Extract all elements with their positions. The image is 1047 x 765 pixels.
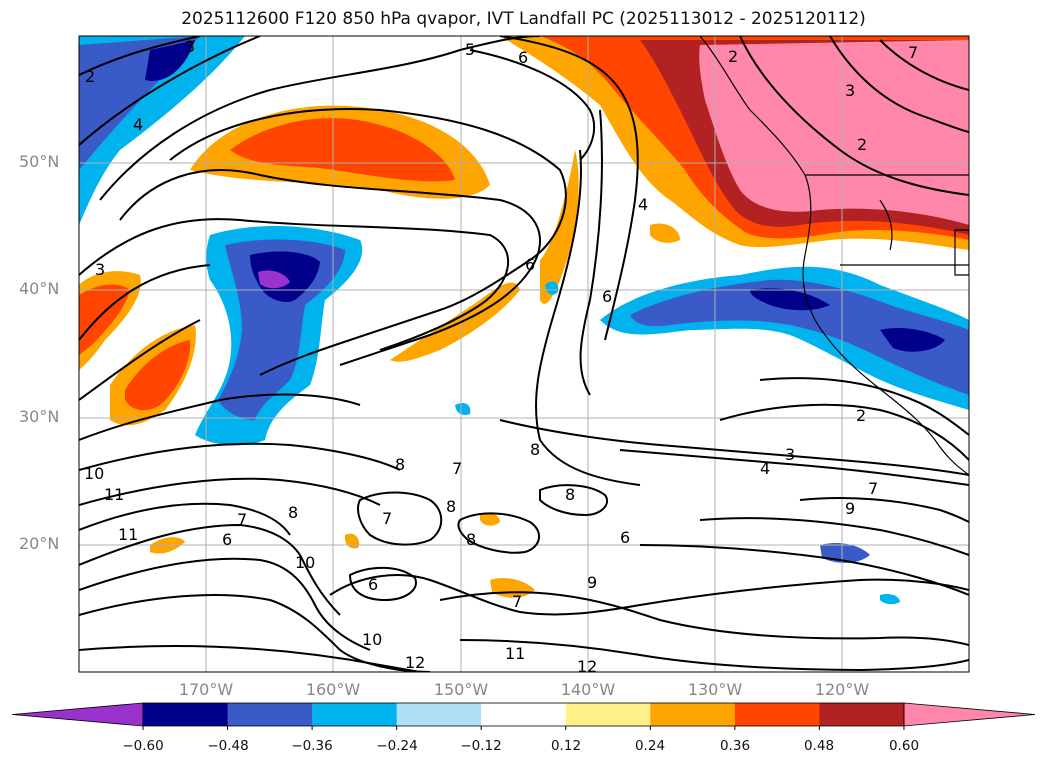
contour-label: 4: [760, 459, 770, 478]
colorbar-swatch: [734, 703, 820, 726]
contour-label: 6: [620, 528, 630, 547]
contour-label: 12: [405, 653, 425, 672]
field-blue-blob-2: [880, 593, 900, 605]
contour-label: 8: [565, 485, 575, 504]
coastline: [699, 36, 969, 476]
colorbar-tick-label: −0.36: [291, 738, 333, 754]
lon-label-150w: 150°W: [433, 680, 489, 699]
contour-label: 2: [857, 135, 867, 154]
colorbar-high-extend: [903, 702, 1036, 727]
field-navy-east: [750, 288, 830, 311]
colorbar-tick-label: −0.60: [122, 738, 164, 754]
colorbar-swatch: [396, 703, 482, 726]
contour-label: 7: [452, 459, 462, 478]
contour-label: 2: [728, 47, 738, 66]
contour-label: 8: [530, 440, 540, 459]
colorbar-swatch: [481, 703, 567, 726]
colorbar-frame: [142, 702, 905, 727]
colorbar-swatch: [143, 703, 229, 726]
field-blue-blob-3: [455, 403, 471, 415]
colorbar-tick-label: −0.48: [207, 738, 249, 754]
contour-label: 6: [368, 575, 378, 594]
colorbar-swatch: [227, 703, 313, 726]
field-orange-blob-5: [650, 223, 680, 243]
lon-label-130w: 130°W: [687, 680, 743, 699]
contour-label: 3: [95, 260, 105, 279]
colorbar-tick-label: 0.12: [550, 738, 582, 754]
contour-label: 4: [133, 115, 143, 134]
colorbar-swatch: [565, 703, 651, 726]
contour-label: 3: [845, 81, 855, 100]
colorbar-tick-label: 0.48: [803, 738, 835, 754]
contour-label: 4: [638, 195, 648, 214]
contour-label: 10: [84, 464, 104, 483]
contour-label: 12: [577, 657, 597, 676]
contour-label: 7: [382, 509, 392, 528]
contour-label: 10: [295, 553, 315, 572]
contour-label: 6: [602, 287, 612, 306]
contour-label: 6: [518, 48, 528, 67]
colorbar-tick-label: −0.24: [376, 738, 418, 754]
colorbar: [11, 702, 1036, 730]
colorbar-tick-label: 0.36: [719, 738, 751, 754]
map-frame: [78, 35, 970, 673]
field-purple-central: [258, 270, 290, 289]
contour-label: 7: [237, 510, 247, 529]
contour-label: 10: [362, 630, 382, 649]
colorbar-tick-label: 0.60: [888, 738, 920, 754]
contour-label: 7: [868, 479, 878, 498]
contour-label: 8: [395, 455, 405, 474]
lon-label-140w: 140°W: [560, 680, 616, 699]
lon-label-120w: 120°W: [814, 680, 870, 699]
contour-label: 3: [185, 37, 195, 56]
map-title: 2025112600 F120 850 hPa qvapor, IVT Land…: [181, 9, 866, 29]
colorbar-tick-label: −0.12: [460, 738, 502, 754]
contour-label: 6: [222, 530, 232, 549]
contour-label: 9: [845, 499, 855, 518]
field-pink-ne: [699, 40, 969, 225]
contour-label: 7: [512, 592, 522, 611]
contour-label: 11: [118, 525, 138, 544]
colorbar-swatch: [650, 703, 736, 726]
lat-label-40n: 40°N: [19, 279, 60, 298]
contour-label: 3: [785, 445, 795, 464]
field-orange-streak: [390, 282, 520, 362]
colorbar-low-extend: [11, 702, 144, 727]
contour-label: 9: [587, 573, 597, 592]
contour-label: 7: [908, 43, 918, 62]
contour-label: 8: [466, 530, 476, 549]
field-blue-central-core: [218, 239, 345, 420]
field-red-sw: [125, 340, 191, 411]
lon-label-160w: 160°W: [305, 680, 361, 699]
contour-label: 8: [446, 497, 456, 516]
field-orange-blob-2: [480, 512, 500, 526]
contour-label: 5: [465, 40, 475, 59]
field-navy-east2: [880, 328, 945, 352]
field-navy-topleft: [145, 40, 195, 81]
contour-label: 8: [288, 503, 298, 522]
contour-label: 11: [104, 485, 124, 504]
field-blue-blob-4: [545, 281, 559, 295]
contour-label: 11: [505, 644, 525, 663]
ivt-contours: [79, 36, 969, 672]
field-red-north: [230, 118, 455, 182]
contour-label: 6: [525, 255, 535, 274]
lat-label-20n: 20°N: [19, 534, 60, 553]
field-blue-topleft-core: [79, 36, 200, 170]
colorbar-swatch: [819, 703, 905, 726]
contour-label: 2: [85, 67, 95, 86]
colorbar-tick-label: 0.24: [634, 738, 666, 754]
field-red-west: [79, 284, 130, 355]
contour-label: 2: [856, 406, 866, 425]
colorbar-swatch: [312, 703, 398, 726]
contour-labels: 2 3 4 5 6 6 7 2 3 2 4 3 6 8 8 8 6 3 4 9 …: [84, 37, 918, 676]
graticule: [79, 36, 969, 672]
lat-label-50n: 50°N: [19, 152, 60, 171]
lon-label-170w: 170°W: [178, 680, 234, 699]
lat-label-30n: 30°N: [19, 407, 60, 426]
